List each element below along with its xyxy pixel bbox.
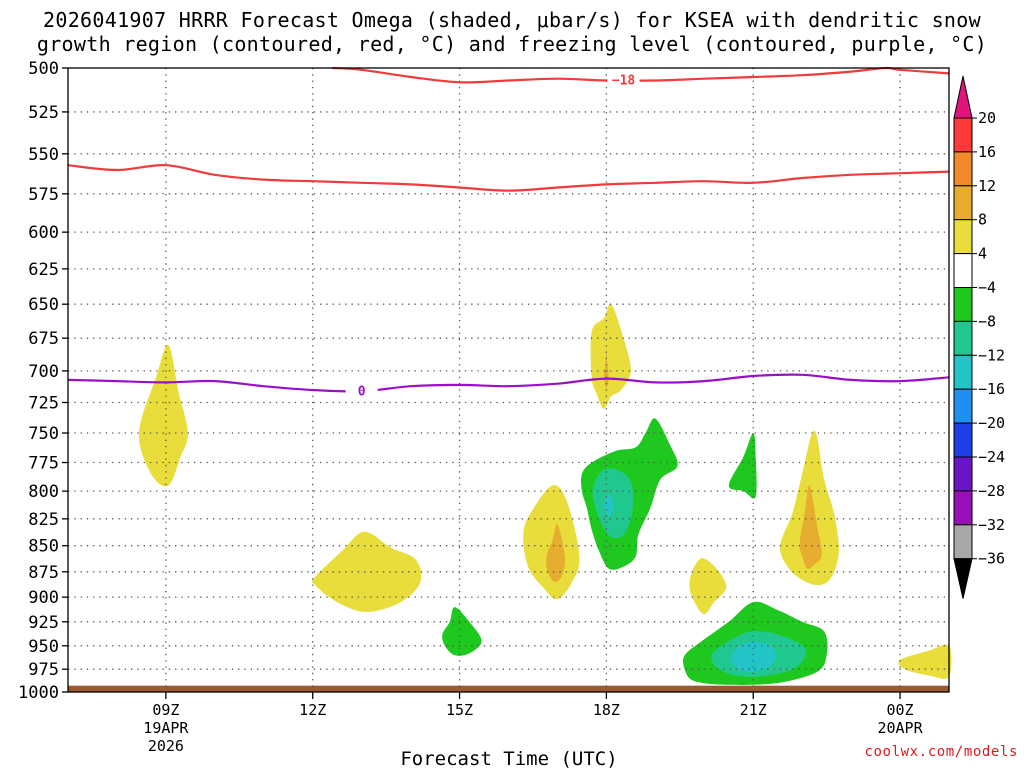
colorbar-label-7: −12 — [978, 346, 1005, 364]
colorbar-swatch-7 — [953, 354, 973, 390]
x-date-label-19APR: 19APR — [143, 719, 189, 737]
y-tick-label-775: 775 — [28, 454, 59, 474]
colorbar-label-8: −16 — [978, 380, 1005, 398]
site-credit: coolwx.com/models — [864, 744, 1018, 760]
colorbar-top-arrow — [953, 75, 973, 119]
y-tick-label-950: 950 — [28, 637, 59, 657]
blue-dot-18z — [603, 494, 614, 517]
chart-title-line-1: 2026041907 HRRR Forecast Omega (shaded, … — [43, 8, 981, 32]
colorbar-label-12: −32 — [978, 516, 1005, 534]
ground-band — [68, 685, 949, 692]
cyan-blob-21z — [730, 641, 776, 673]
green-blob-15z — [442, 607, 482, 656]
yellow-blob-13z — [312, 531, 422, 612]
x-tick-label-09Z: 09Z — [152, 701, 179, 719]
x-tick-label-00Z: 00Z — [887, 701, 914, 719]
freezing-contour-label: 0 — [358, 384, 366, 399]
y-tick-label-825: 825 — [28, 510, 59, 530]
colorbar-label-3: 8 — [978, 211, 987, 229]
yellow-blob-20z — [689, 558, 727, 614]
chart-title: 2026041907 HRRR Forecast Omega (shaded, … — [0, 8, 1024, 56]
x-tick-label-12Z: 12Z — [299, 701, 326, 719]
yellow-blob-00z — [898, 644, 952, 679]
colorbar: 20 16 12 8 4 −4 −8 −12 −16 −20 −24 −28 −32 −36 — [953, 75, 1005, 599]
y-tick-label-725: 725 — [28, 393, 59, 413]
shaded-regions — [68, 303, 952, 692]
y-tick-label-750: 750 — [28, 424, 59, 444]
orange-blob-22z — [799, 485, 822, 570]
colorbar-swatch-2 — [953, 185, 973, 221]
x-tick-label-21Z: 21Z — [740, 701, 767, 719]
colorbar-swatch-10 — [953, 456, 973, 492]
plot-frame — [67, 67, 950, 693]
yellow-blob-09z — [138, 344, 188, 487]
x-tick-label-15Z: 15Z — [446, 701, 473, 719]
colorbar-label-6: −8 — [978, 312, 996, 330]
x-year-label-2026: 2026 — [148, 737, 184, 755]
colorbar-swatch-9 — [953, 422, 973, 458]
freezing_level-contour — [67, 373, 950, 393]
colorbar-label-5: −4 — [978, 279, 996, 297]
colorbar-label-13: −36 — [978, 550, 1005, 568]
dendritic_top-contour — [332, 66, 950, 84]
freezing-contour-label-bg — [345, 383, 378, 398]
yellow-blob-17z — [523, 485, 580, 600]
chart-title-line-2: growth region (contoured, red, °C) and f… — [36, 32, 988, 56]
colorbar-swatch-5 — [953, 287, 973, 322]
y-tick-label-700: 700 — [28, 362, 59, 382]
colorbar-swatch-3 — [953, 219, 973, 255]
y-tick-label-850: 850 — [28, 537, 59, 557]
colorbar-swatch-6 — [953, 320, 973, 356]
y-tick-label-975: 975 — [28, 660, 59, 680]
colorbar-swatch-0 — [953, 117, 973, 153]
colorbar-label-10: −24 — [978, 448, 1005, 466]
orange-blob-17z — [546, 523, 566, 583]
colorbar-label-2: 12 — [978, 177, 996, 195]
y-tick-label-1000: 1000 — [18, 683, 59, 703]
plot-border — [67, 67, 950, 693]
x-date-label-20APR: 20APR — [877, 719, 923, 737]
dendritic_bottom-contour — [67, 164, 950, 192]
yellow-blob-18z — [590, 303, 631, 409]
contour-lines: −18 0 — [67, 66, 950, 399]
green-sliver-21z — [728, 433, 757, 499]
colorbar-label-11: −28 — [978, 482, 1005, 500]
colorbar-label-1: 16 — [978, 143, 996, 161]
colorbar-swatch-12 — [953, 524, 973, 560]
y-tick-label-550: 550 — [28, 145, 59, 165]
dendritic-contour-label: −18 — [612, 74, 636, 89]
colorbar-swatch-8 — [953, 388, 973, 424]
colorbar-swatch-1 — [953, 151, 973, 187]
colorbar-label-0: 20 — [978, 109, 996, 127]
y-tick-label-900: 900 — [28, 588, 59, 608]
y-tick-label-800: 800 — [28, 482, 59, 502]
colorbar-label-9: −20 — [978, 414, 1005, 432]
colorbar-bottom-arrow — [953, 558, 973, 599]
gridlines — [68, 68, 949, 692]
y-tick-label-525: 525 — [28, 103, 59, 123]
dendritic-contour-label-bg — [607, 72, 640, 87]
y-tick-label-925: 925 — [28, 613, 59, 633]
y-tick-label-625: 625 — [28, 260, 59, 280]
y-tick-label-650: 650 — [28, 295, 59, 315]
colorbar-swatch-11 — [953, 490, 973, 526]
colorbar-swatch-4 — [953, 253, 973, 289]
y-tick-label-875: 875 — [28, 563, 59, 583]
x-tick-label-18Z: 18Z — [593, 701, 620, 719]
y-tick-label-600: 600 — [28, 223, 59, 243]
y-tick-label-500: 500 — [28, 59, 59, 79]
y-tick-label-575: 575 — [28, 185, 59, 205]
colorbar-label-4: 4 — [978, 245, 987, 263]
y-axis: 500 525 550 575 600 625 650 675 700 725 750 775 800 8… — [18, 59, 68, 703]
y-tick-label-675: 675 — [28, 329, 59, 349]
x-axis-label: Forecast Time (UTC) — [400, 748, 617, 768]
